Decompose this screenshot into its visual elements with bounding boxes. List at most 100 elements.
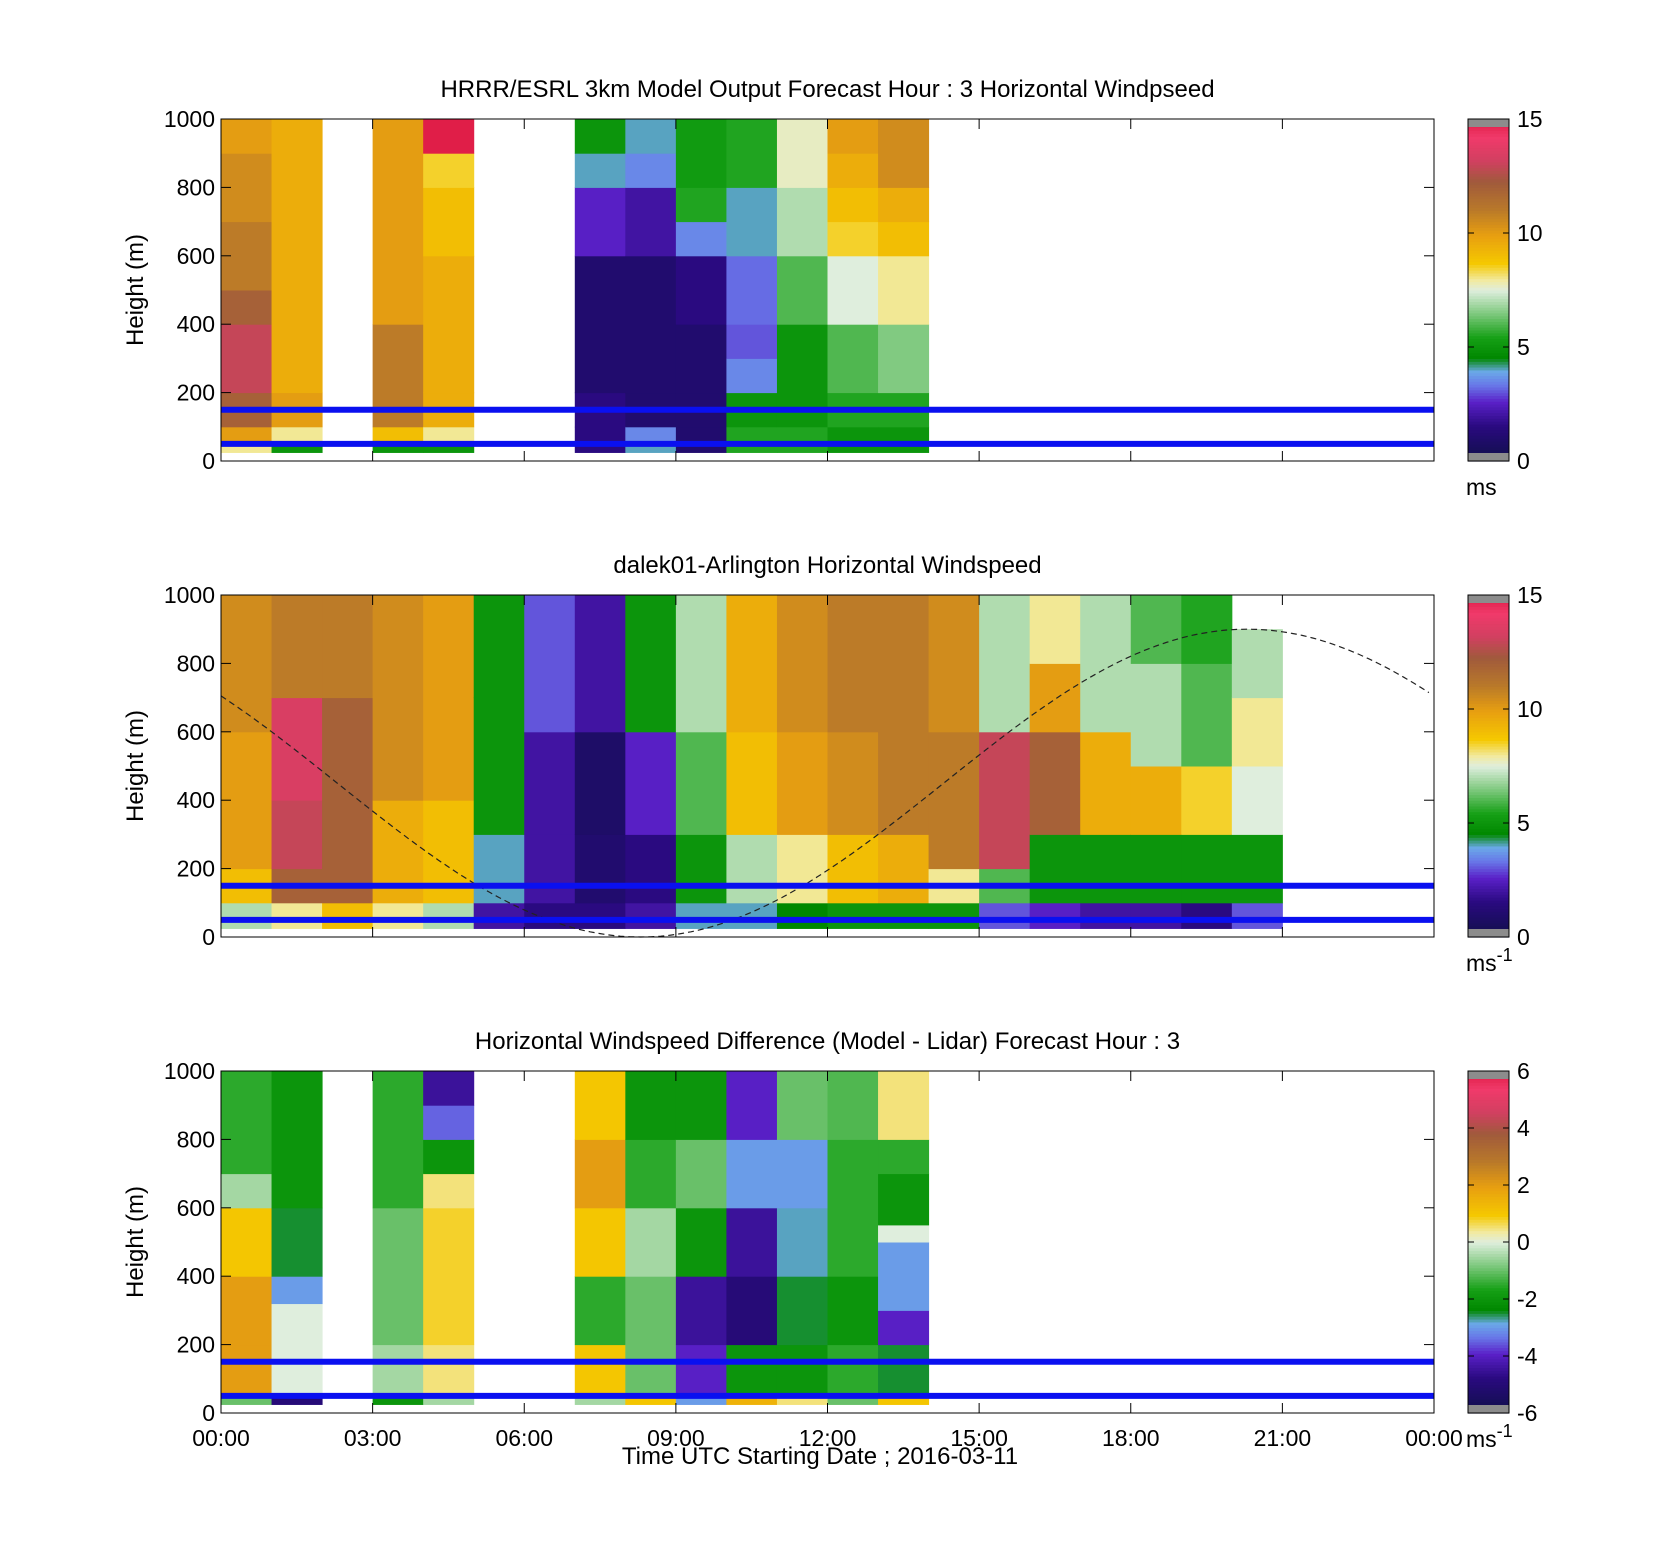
colorbar-step xyxy=(1468,301,1509,305)
heatmap-cell xyxy=(878,731,930,835)
colorbar-step xyxy=(1468,751,1509,756)
colorbar-step xyxy=(1468,409,1509,414)
heatmap-cell xyxy=(1231,629,1283,699)
heatmap-cell xyxy=(776,255,828,325)
colorbar-step xyxy=(1468,865,1509,870)
heatmap-cell xyxy=(827,1207,879,1277)
colorbar-step xyxy=(1468,777,1509,781)
heatmap-cell xyxy=(271,1303,323,1397)
heatmap-cell xyxy=(423,1071,475,1106)
colorbar-tick-label: -4 xyxy=(1517,1343,1538,1369)
colorbar-step xyxy=(1468,1381,1509,1386)
heatmap-cell xyxy=(1080,902,1132,929)
colorbar-step xyxy=(1468,657,1509,662)
colorbar-step xyxy=(1468,204,1509,208)
colorbar-step xyxy=(1468,788,1509,793)
heatmap-cell xyxy=(221,1173,273,1209)
colorbar-step xyxy=(1468,1133,1509,1138)
heatmap-cell xyxy=(675,1139,727,1209)
heatmap-cell xyxy=(1231,766,1283,835)
heatmap-cell xyxy=(726,119,778,188)
heatmap-cell xyxy=(625,595,677,733)
heatmap-cell xyxy=(574,834,626,904)
heatmap-cell xyxy=(878,1395,930,1405)
heatmap-cell xyxy=(221,1395,273,1405)
colorbar-step xyxy=(1468,723,1509,727)
heatmap-cell xyxy=(524,595,576,733)
heatmap-cell xyxy=(271,697,323,801)
colorbar-step xyxy=(1468,238,1509,243)
heatmap-cell xyxy=(878,221,930,257)
colorbar-step xyxy=(1468,338,1509,342)
colorbar-step xyxy=(1468,1350,1509,1354)
colorbar-step xyxy=(1468,1247,1509,1252)
colorbar-step xyxy=(1468,309,1509,314)
colorbar-step xyxy=(1468,1338,1509,1343)
colorbar-step xyxy=(1468,426,1509,431)
y-tick-label: 0 xyxy=(202,924,215,950)
heatmap-cell xyxy=(221,1207,273,1277)
colorbar-step xyxy=(1468,623,1509,627)
colorbar-step xyxy=(1468,814,1509,818)
colorbar-step xyxy=(1468,381,1509,385)
colorbar-step xyxy=(1468,1393,1509,1397)
colorbar-step xyxy=(1468,680,1509,684)
heatmap-cell xyxy=(979,731,1031,870)
x-tick-label: 09:00 xyxy=(647,1425,705,1451)
colorbar-step xyxy=(1468,671,1509,676)
colorbar-step xyxy=(1468,213,1509,217)
colorbar-step xyxy=(1468,860,1509,864)
colorbar-step xyxy=(1468,287,1509,291)
y-tick-label: 0 xyxy=(202,448,215,474)
colorbar-step xyxy=(1468,136,1509,140)
colorbar-step xyxy=(1468,643,1509,647)
colorbar-step xyxy=(1468,771,1509,776)
colorbar-tick-label: 15 xyxy=(1517,582,1543,608)
panel-1: HRRR/ESRL 3km Model Output Forecast Hour… xyxy=(122,76,1543,500)
colorbar-step xyxy=(1468,1401,1509,1406)
y-tick-label: 400 xyxy=(177,311,215,337)
colorbar-step xyxy=(1468,1139,1509,1143)
colorbar-step xyxy=(1468,874,1509,878)
heatmap-cell xyxy=(776,426,828,453)
heatmap-cell xyxy=(878,426,930,453)
heatmap-cell xyxy=(726,595,778,733)
heatmap-cell xyxy=(574,1071,626,1140)
heatmap-cell xyxy=(878,834,930,904)
colorbar-step xyxy=(1468,1219,1509,1223)
colorbar-step xyxy=(1468,1264,1509,1269)
heatmap-cell xyxy=(322,595,374,699)
heatmap-cell xyxy=(776,1344,828,1397)
colorbar-step xyxy=(1468,837,1509,841)
heatmap-cell xyxy=(625,119,677,154)
heatmap-cell xyxy=(827,255,879,325)
heatmap-cell xyxy=(271,119,323,394)
colorbar-step xyxy=(1468,144,1509,149)
colorbar-step xyxy=(1468,1233,1509,1237)
colorbar-step xyxy=(1468,674,1509,679)
heatmap-cell xyxy=(423,595,475,801)
colorbar-step xyxy=(1468,406,1509,411)
colorbar-step xyxy=(1468,1324,1509,1329)
heatmap-cell xyxy=(221,119,273,154)
heatmap-cell xyxy=(827,595,879,733)
colorbar-step xyxy=(1468,634,1509,639)
colorbar-step xyxy=(1468,298,1509,302)
colorbar-step xyxy=(1468,195,1509,200)
y-axis-label: Height (m) xyxy=(122,1186,149,1298)
colorbar-tick-label: 2 xyxy=(1517,1172,1530,1198)
heatmap-cell xyxy=(675,426,727,453)
heatmap-cell xyxy=(271,1207,323,1277)
heatmap-cell xyxy=(675,1276,727,1346)
heatmap-cell xyxy=(1080,834,1132,904)
colorbar-step xyxy=(1468,1358,1509,1363)
colorbar-step xyxy=(1468,355,1509,359)
colorbar-step xyxy=(1468,358,1509,362)
colorbar-step xyxy=(1468,215,1509,220)
colorbar-step xyxy=(1468,1227,1509,1232)
heatmap-cell xyxy=(878,119,930,188)
heatmap-cell xyxy=(1231,697,1283,767)
colorbar-step xyxy=(1468,441,1509,445)
colorbar-step xyxy=(1468,1304,1509,1309)
heatmap-cell xyxy=(1181,663,1233,767)
